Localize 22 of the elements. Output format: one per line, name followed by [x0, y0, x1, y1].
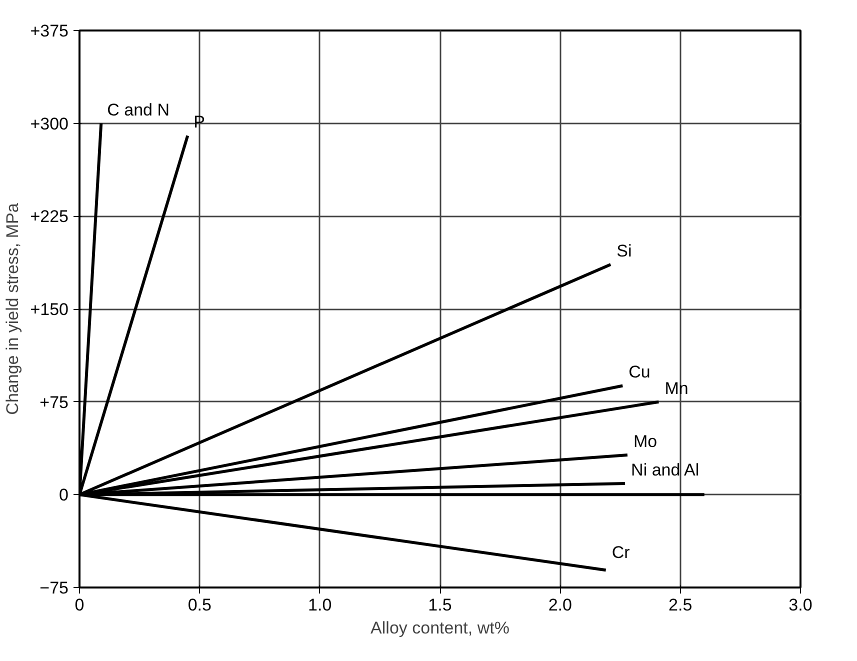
- series-label: Cr: [612, 543, 630, 562]
- x-tick-label: 3.0: [788, 596, 812, 614]
- y-tick-label: +225: [30, 207, 69, 226]
- series-label: Mo: [633, 432, 658, 452]
- y-tick-label: 0: [59, 486, 69, 505]
- y-tick-label: +375: [30, 22, 69, 40]
- y-axis-title: Change in yield stress, MPa: [3, 202, 22, 415]
- x-tick-label: 1.5: [428, 596, 452, 614]
- series-label: C and N: [107, 100, 170, 120]
- x-tick-label: 0: [74, 596, 84, 614]
- y-tick-label: +75: [40, 392, 69, 412]
- x-tick-label: 0.5: [188, 596, 212, 614]
- y-tick-label: +300: [30, 114, 69, 134]
- series-label: Si: [616, 241, 632, 260]
- y-tick-label: +150: [30, 300, 69, 319]
- series-label: Cu: [628, 362, 650, 382]
- x-tick-label: 2.0: [548, 596, 572, 614]
- series-label: Ni and Al: [631, 460, 700, 480]
- x-tick-label: 2.5: [668, 596, 692, 614]
- x-tick-label: 1.0: [308, 596, 332, 614]
- x-axis-title: Alloy content, wt%: [370, 618, 510, 638]
- y-tick-label: −75: [40, 578, 69, 598]
